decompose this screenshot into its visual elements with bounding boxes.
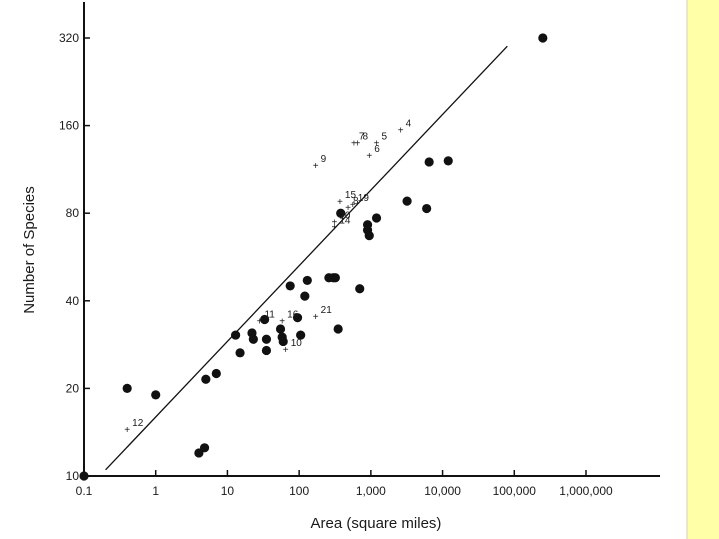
data-point	[261, 345, 272, 356]
data-point	[330, 273, 340, 283]
data-point	[275, 324, 286, 334]
plus-marker: +	[366, 151, 372, 162]
data-point	[402, 196, 412, 206]
x-tick-label: 10	[221, 484, 235, 498]
data-point	[285, 281, 295, 291]
plus-marker: +	[374, 138, 380, 149]
sidebar-edge	[686, 0, 688, 539]
data-point	[443, 156, 453, 166]
point-number-label: 14	[339, 216, 351, 227]
data-point	[151, 390, 161, 400]
data-point	[355, 284, 365, 294]
point-number-label: 15	[345, 190, 357, 201]
y-tick-label: 160	[59, 119, 79, 133]
data-point	[333, 324, 343, 334]
point-number-label: 11	[264, 310, 275, 321]
point-number-label: 10	[291, 338, 303, 349]
point-number-label: 8	[362, 131, 368, 142]
data-point	[79, 471, 89, 481]
point-number-label: 19	[358, 193, 370, 204]
x-tick-label: 0.1	[76, 484, 93, 498]
plus-marker: +	[345, 203, 351, 214]
plus-marker: +	[337, 197, 343, 208]
plus-marker: +	[257, 317, 263, 328]
data-point	[278, 336, 288, 347]
data-point	[292, 313, 303, 323]
plus-marker: +	[398, 126, 404, 137]
point-number-label: 4	[406, 119, 412, 130]
data-point	[122, 383, 132, 393]
data-point	[235, 348, 245, 358]
data-point	[424, 157, 434, 167]
point-number-label: 16	[287, 310, 299, 321]
data-point	[296, 330, 306, 340]
plus-marker: +	[313, 161, 319, 172]
data-point	[300, 291, 310, 301]
data-point	[364, 231, 374, 241]
x-tick-label: 100,000	[493, 484, 537, 498]
x-tick-label: 10,000	[424, 484, 461, 498]
point-labels: +12+11+16+10+21+9+20+14+15+8+19+7+8+6+5+…	[124, 119, 411, 436]
data-point	[230, 330, 241, 340]
y-tick-label: 10	[66, 469, 80, 483]
data-point	[199, 443, 210, 453]
plus-marker: +	[331, 223, 337, 234]
axes: 0.1 1 10 100 1,000 10,000 100,000 1,000,000 10 20…	[59, 2, 660, 498]
x-axis-label: Area (square miles)	[311, 515, 442, 532]
plus-marker: +	[279, 317, 285, 328]
plus-marker: +	[355, 138, 361, 149]
data-point	[211, 368, 221, 379]
y-tick-label: 80	[66, 206, 80, 220]
fit-line	[105, 45, 508, 471]
plus-marker: +	[350, 200, 356, 211]
plus-marker: +	[351, 138, 357, 149]
data-point	[336, 208, 346, 218]
plus-marker: +	[313, 312, 319, 323]
y-tick-label: 40	[66, 294, 80, 308]
x-tick-label: 100	[289, 484, 309, 498]
y-tick-label: 320	[59, 31, 79, 45]
point-number-label: 9	[321, 154, 327, 165]
plus-marker: +	[331, 217, 337, 228]
data-point	[260, 314, 270, 325]
data-point	[302, 275, 312, 286]
data-point	[201, 374, 211, 384]
point-number-label: 20	[339, 210, 351, 221]
data-point	[248, 334, 258, 344]
x-tick-label: 1,000	[356, 484, 386, 498]
point-number-label: 5	[382, 131, 388, 142]
regression-line	[105, 45, 508, 471]
plus-marker: +	[124, 425, 130, 436]
data-point	[261, 334, 272, 344]
x-tick-label: 1	[152, 484, 159, 498]
data-point	[371, 213, 382, 223]
point-number-label: 12	[132, 418, 144, 429]
data-point	[538, 33, 548, 43]
yellow-sidebar	[688, 0, 719, 539]
y-axis-label: Number of Species	[21, 186, 38, 314]
point-number-label: 7	[359, 131, 365, 142]
x-tick-label: 1,000,000	[559, 484, 613, 498]
y-tick-label: 20	[66, 381, 80, 395]
point-number-label: 8	[353, 196, 359, 207]
data-point	[422, 203, 432, 214]
plus-marker: +	[283, 345, 289, 356]
data-points	[79, 33, 548, 481]
point-number-label: 21	[321, 305, 333, 316]
point-number-label: 6	[374, 144, 380, 155]
